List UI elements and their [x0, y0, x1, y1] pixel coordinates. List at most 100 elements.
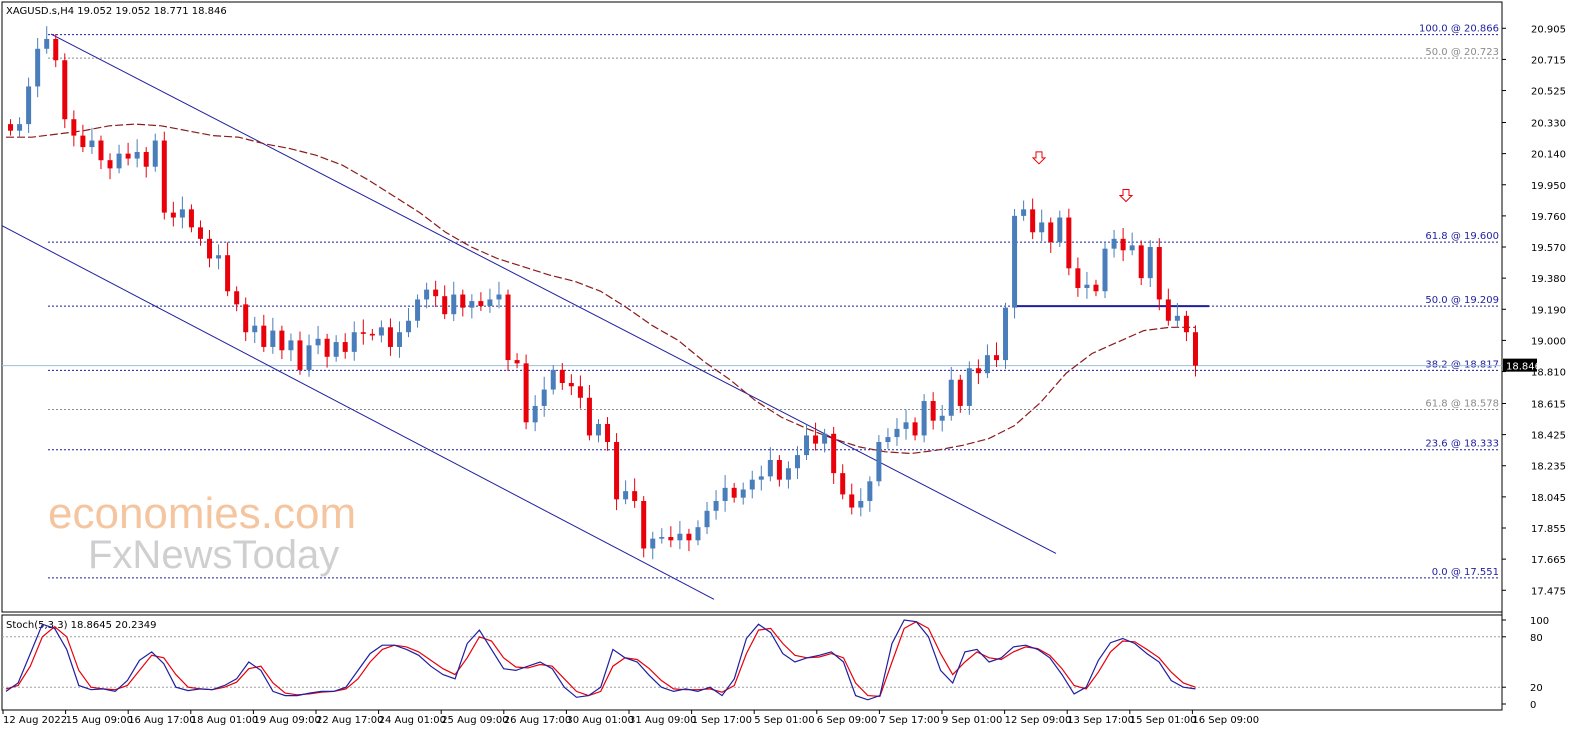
bear-candle	[433, 289, 439, 297]
time-tick-label: 18 Aug 01:00	[191, 715, 258, 726]
bear-candle	[975, 368, 981, 374]
bear-candle	[1048, 222, 1054, 243]
bear-candle	[460, 294, 466, 308]
bear-candle	[993, 355, 999, 361]
bear-candle	[505, 294, 511, 361]
bear-candle	[360, 332, 366, 334]
bull-candle	[794, 455, 800, 469]
sell-arrow-marker	[1118, 189, 1134, 203]
bull-candle	[966, 368, 972, 406]
fib-level-label: 0.0 @ 17.551	[1432, 567, 1499, 578]
fib-level-label: 50.0 @ 20.723	[1425, 47, 1499, 58]
price-tick-label: 18.045	[1531, 493, 1566, 504]
bull-candle	[804, 435, 810, 456]
price-tick-label: 19.000	[1531, 336, 1566, 347]
bear-candle	[207, 238, 213, 259]
stoch-panel-frame	[1, 614, 1503, 711]
watermark-line1: economies.com	[48, 489, 356, 538]
time-tick-label: 9 Sep 01:00	[942, 715, 1002, 726]
price-axis: 20.905 20.715 20.525 20.330 20.140 19.950 19.7…	[1502, 24, 1566, 597]
bear-candle	[930, 401, 936, 421]
bear-candle	[641, 500, 647, 549]
bear-candle	[668, 537, 674, 541]
candlestick-series	[8, 26, 1198, 560]
price-tick-label: 20.905	[1531, 24, 1566, 35]
price-tick-label: 19.570	[1531, 243, 1566, 254]
bear-candle	[605, 423, 611, 442]
time-tick-label: 26 Aug 17:00	[504, 715, 571, 726]
bear-candle	[80, 135, 86, 148]
time-tick-label: 5 Sep 01:00	[754, 715, 814, 726]
bear-candle	[107, 160, 113, 169]
bear-candle	[1192, 332, 1198, 366]
bull-candle	[288, 340, 294, 351]
fibonacci-levels: 100.0 @ 20.866 50.0 @ 20.723 61.8 @ 19.600…	[2, 24, 1502, 579]
bear-candle	[731, 487, 737, 498]
bull-candle	[17, 124, 23, 131]
bull-candle	[306, 345, 312, 370]
price-tick-label: 20.330	[1531, 118, 1566, 129]
bull-candle	[767, 460, 773, 477]
bull-candle	[396, 332, 402, 347]
bull-candle	[876, 441, 882, 482]
bear-candle	[1093, 284, 1099, 292]
bull-candle	[487, 299, 493, 306]
stoch-tick-label: 100	[1530, 616, 1549, 627]
bull-candle	[939, 415, 945, 421]
channel-lower-line	[1, 225, 715, 600]
bear-candle	[170, 212, 176, 218]
signal-markers	[1031, 151, 1134, 203]
bull-candle	[469, 301, 475, 308]
bear-candle	[279, 330, 285, 351]
bear-candle	[1075, 268, 1081, 288]
bear-candle	[1165, 299, 1171, 321]
bear-candle	[586, 397, 592, 436]
stochastic-oscillator: 100 80 20 0	[2, 616, 1549, 711]
bear-candle	[387, 327, 393, 347]
bull-candle	[35, 48, 41, 87]
bull-candle	[894, 428, 900, 438]
bull-candle	[1111, 238, 1117, 249]
bull-candle	[704, 510, 710, 528]
bull-candle	[44, 38, 50, 49]
time-tick-label: 7 Sep 17:00	[879, 715, 939, 726]
current-price-value: 18.846	[1506, 362, 1541, 373]
bear-candle	[840, 473, 846, 495]
price-tick-label: 17.665	[1531, 555, 1566, 566]
bear-candle	[369, 333, 375, 336]
bear-candle	[1156, 247, 1162, 300]
bull-candle	[152, 140, 158, 167]
bull-candle	[406, 320, 412, 333]
bull-candle	[758, 476, 764, 480]
bull-candle	[1174, 315, 1180, 321]
bear-candle	[632, 491, 638, 501]
time-tick-label: 15 Aug 09:00	[66, 715, 133, 726]
bear-candle	[442, 296, 448, 315]
bull-candle	[1003, 307, 1009, 361]
price-tick-label: 19.950	[1531, 181, 1566, 192]
channel-upper-line	[50, 33, 1057, 554]
fib-level-label: 61.8 @ 19.600	[1425, 231, 1499, 242]
bull-candle	[378, 327, 384, 336]
bull-candle	[270, 330, 276, 347]
bull-candle	[1021, 209, 1027, 216]
bull-candle	[26, 86, 32, 125]
bull-candle	[179, 209, 185, 218]
time-tick-label: 22 Aug 17:00	[316, 715, 383, 726]
time-tick-label: 1 Sep 17:00	[692, 715, 752, 726]
bull-candle	[550, 369, 556, 390]
fib-level-label: 38.2 @ 18.817	[1425, 359, 1499, 370]
bear-candle	[143, 151, 149, 167]
stoch-tick-label: 20	[1530, 683, 1543, 694]
price-tick-label: 19.380	[1531, 274, 1566, 285]
bull-candle	[785, 468, 791, 480]
bear-candle	[8, 124, 14, 131]
bull-candle	[424, 289, 430, 300]
bear-candle	[62, 60, 68, 120]
chart-header: XAGUSD.s,H4 19.052 19.052 18.771 18.846	[6, 6, 227, 17]
fib-level-label: 23.6 @ 18.333	[1425, 439, 1499, 450]
price-tick-label: 19.190	[1531, 305, 1566, 316]
bear-candle	[1030, 209, 1036, 233]
descending-channel	[1, 33, 1209, 600]
